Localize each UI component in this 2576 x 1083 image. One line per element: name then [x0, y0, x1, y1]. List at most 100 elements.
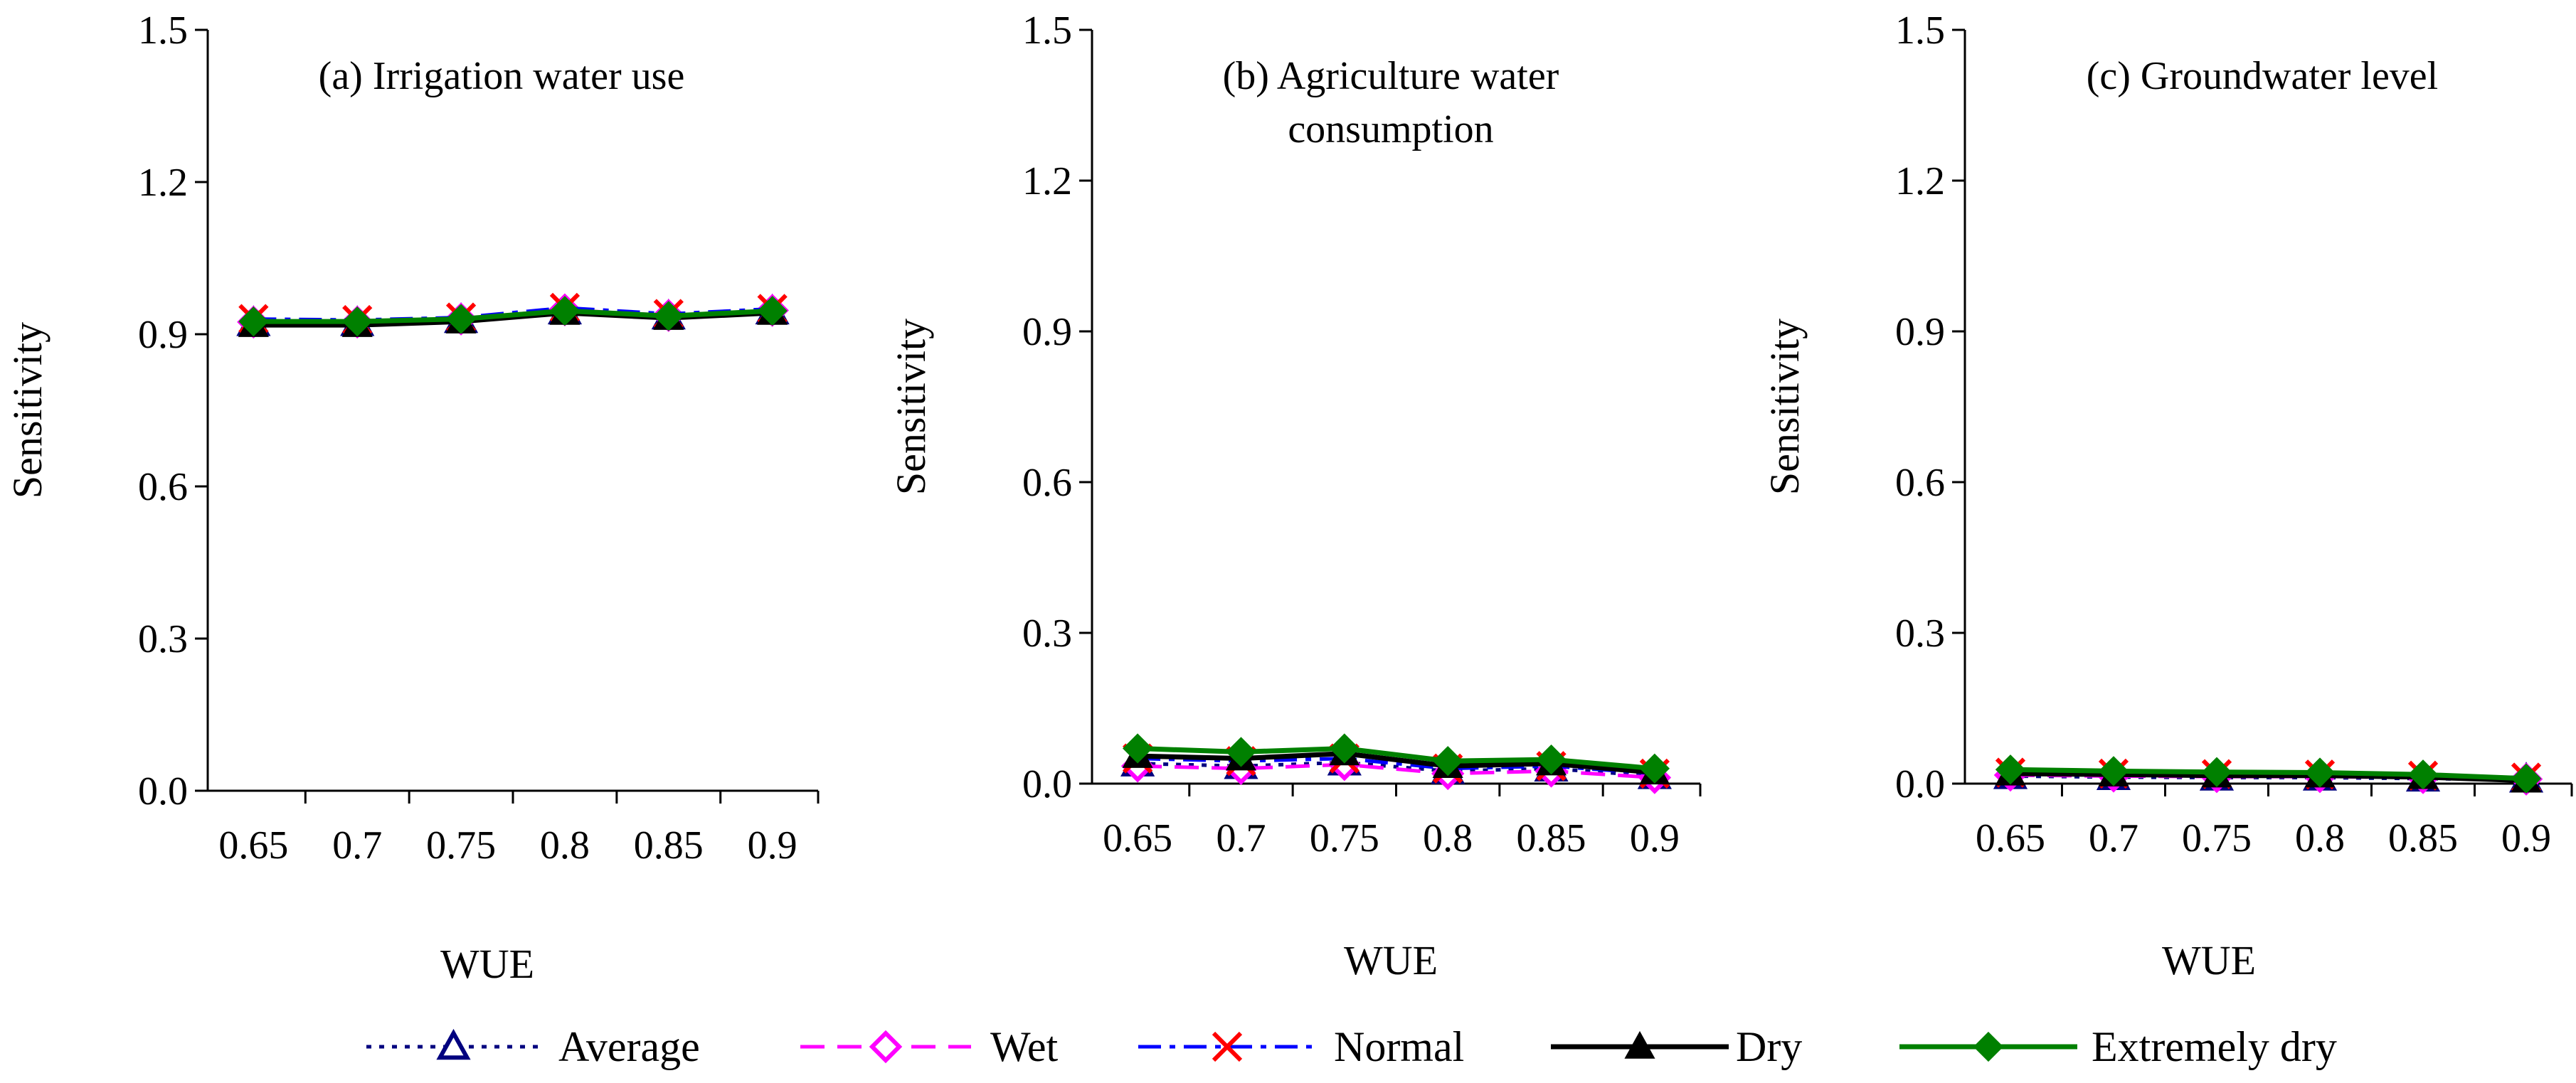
legend-marker — [1624, 1030, 1655, 1059]
data-point — [238, 306, 269, 337]
data-point-shape — [1123, 733, 1153, 764]
x-tick-label: 0.7 — [1216, 816, 1266, 860]
panel-c: 0.0 0.3 0.6 0.9 1.2 1.5 0.65 0.7 0.75 0.8 0.85 0.9 (… — [1761, 9, 2573, 983]
data-point — [2511, 763, 2542, 794]
series-extremely-dry — [1995, 754, 2542, 794]
data-point — [1226, 737, 1256, 767]
y-tick-label: 0.0 — [1895, 762, 1945, 806]
data-point-shape — [1226, 737, 1256, 767]
data-point — [2201, 757, 2232, 787]
panel-title-line: consumption — [1288, 107, 1493, 151]
data-point-shape — [549, 296, 581, 326]
x-tick-label: 0.85 — [2388, 816, 2458, 860]
x-tick-label: 0.9 — [2501, 816, 2551, 860]
legend-label: Extremely dry — [2092, 1023, 2337, 1070]
x-tick-label: 0.85 — [634, 823, 704, 868]
panel-title-line: (c) Groundwater level — [2087, 54, 2438, 98]
legend-label: Dry — [1736, 1023, 1802, 1070]
y-tick-label: 0.0 — [138, 769, 188, 813]
series-line — [1138, 760, 1655, 778]
series-dry — [238, 297, 788, 337]
data-point — [1433, 746, 1463, 777]
x-axis-label: WUE — [440, 941, 534, 987]
data-point — [653, 301, 684, 331]
x-tick-label: 0.8 — [1423, 816, 1473, 860]
legend-marker — [869, 1030, 903, 1064]
panel-title-line: (a) Irrigation water use — [319, 54, 685, 98]
series-extremely-dry — [1123, 733, 1670, 784]
x-tick-label: 0.75 — [426, 823, 496, 868]
legend-label: Wet — [990, 1023, 1058, 1070]
data-point — [342, 306, 373, 337]
y-tick-label: 0.9 — [138, 313, 188, 357]
y-tick-label: 0.3 — [1022, 612, 1072, 656]
legend-label: Average — [558, 1023, 700, 1070]
data-point-shape — [1433, 746, 1463, 777]
data-point-shape — [653, 301, 684, 331]
panel-title: (c) Groundwater level — [2087, 54, 2438, 98]
panel-title: (b) Agriculture water consumption — [1223, 54, 1559, 151]
series-extremely-dry — [238, 296, 788, 337]
y-axis-label: Sensitivity — [4, 322, 51, 498]
y-axis-label: Sensitivity — [888, 319, 934, 495]
legend-marker — [1212, 1031, 1243, 1062]
y-tick-label: 0.3 — [138, 617, 188, 661]
legend-marker-stroke-2 — [1212, 1031, 1243, 1062]
data-point-shape — [1639, 753, 1670, 784]
x-tick-label: 0.75 — [1310, 816, 1379, 860]
data-point — [1995, 754, 2026, 785]
legend-label: Normal — [1334, 1023, 1464, 1070]
y-tick-label: 1.2 — [1022, 159, 1072, 203]
legend: Average Wet Normal Dry Extremely dry — [366, 1023, 2337, 1070]
x-tick-label: 0.7 — [332, 823, 382, 868]
data-point — [1536, 744, 1567, 775]
legend-marker — [436, 1028, 471, 1060]
x-axis-label: WUE — [2162, 937, 2256, 983]
x-tick-label: 0.65 — [1976, 816, 2045, 860]
x-tick-label: 0.65 — [218, 823, 288, 868]
y-tick-label: 1.2 — [1895, 159, 1945, 203]
data-point — [2304, 757, 2336, 788]
legend-entry-extremely-dry: Extremely dry — [1899, 1023, 2337, 1070]
y-tick-label: 0.3 — [1895, 612, 1945, 656]
panel-title-line: (b) Agriculture water — [1223, 54, 1559, 98]
series-line — [1138, 746, 1655, 772]
x-tick-label: 0.9 — [748, 823, 797, 868]
legend-entry-dry: Dry — [1551, 1023, 1802, 1070]
series-line — [253, 308, 773, 324]
panel-title: (a) Irrigation water use — [319, 54, 685, 98]
legend-entry-average: Average — [366, 1023, 700, 1070]
data-point-shape — [1995, 754, 2026, 785]
series-line — [2010, 767, 2527, 781]
y-tick-label: 1.5 — [1895, 9, 1945, 53]
x-tick-label: 0.65 — [1103, 816, 1172, 860]
y-tick-label: 1.5 — [138, 9, 188, 53]
legend-marker-shape — [1624, 1030, 1655, 1059]
data-point — [2407, 759, 2439, 790]
x-axis-label: WUE — [1344, 937, 1438, 983]
series-line — [1138, 751, 1655, 775]
series-line — [1138, 762, 1655, 780]
x-tick-label: 0.9 — [1630, 816, 1680, 860]
data-point — [1329, 733, 1359, 764]
data-point-shape — [238, 306, 269, 337]
x-tick-label: 0.85 — [1517, 816, 1586, 860]
y-tick-label: 0.6 — [138, 465, 188, 509]
legend-marker-shape — [1973, 1031, 2004, 1062]
data-point-shape — [2201, 757, 2232, 787]
data-point — [1639, 753, 1670, 784]
data-point-shape — [2098, 756, 2129, 786]
data-point — [2098, 756, 2129, 786]
y-tick-label: 0.9 — [1895, 310, 1945, 354]
data-point — [549, 296, 581, 326]
legend-marker-shape — [436, 1028, 471, 1060]
data-point-shape — [1329, 733, 1359, 764]
x-tick-label: 0.8 — [540, 823, 590, 868]
data-point — [757, 296, 788, 326]
panel-b: 0.0 0.3 0.6 0.9 1.2 1.5 0.65 0.7 0.75 0.8 0.85 0.9 (… — [888, 9, 1702, 983]
x-tick-label: 0.7 — [2089, 816, 2138, 860]
data-point-shape — [1536, 744, 1567, 775]
data-point — [1123, 733, 1153, 764]
legend-entry-normal: Normal — [1138, 1023, 1464, 1070]
